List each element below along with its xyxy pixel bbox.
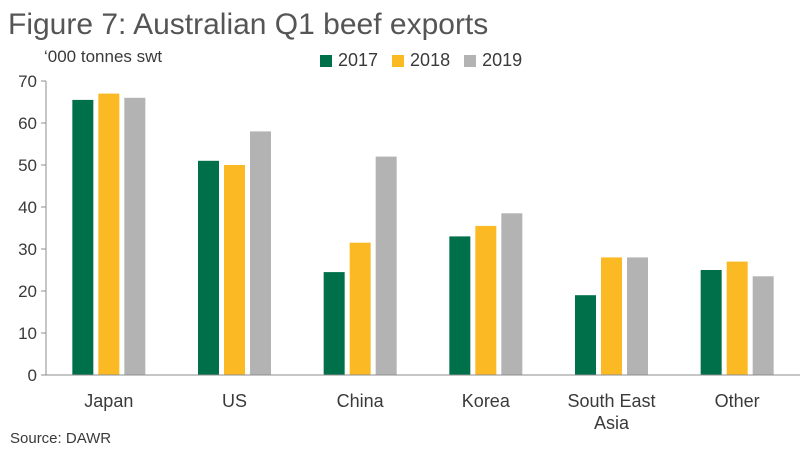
bar-2019-korea [501, 213, 523, 375]
bar-2018-other [726, 261, 748, 375]
legend-item-2019: 2019 [464, 50, 522, 71]
bar-2017-japan [72, 99, 94, 376]
legend: 2017 2018 2019 [320, 50, 522, 71]
bar-2017-us [198, 160, 219, 375]
bar-2019-south-east-asia [627, 257, 648, 375]
bar-2019-japan [124, 97, 146, 376]
x-tick-label: South East Asia [567, 391, 655, 433]
y-axis-label: ‘000 tonnes swt [44, 47, 163, 66]
chart-title: Figure 7: Australian Q1 beef exports [8, 8, 489, 41]
bar-2017-china [323, 272, 345, 375]
y-tick-label: 50 [18, 156, 37, 175]
legend-label-2018: 2018 [410, 50, 451, 70]
y-tick-label: 70 [18, 72, 37, 91]
y-tick-label: 30 [18, 240, 37, 259]
legend-swatch-2017 [320, 54, 332, 67]
legend-item-2018: 2018 [392, 50, 450, 71]
legend-label-2017: 2017 [338, 50, 379, 70]
y-tick-label: 10 [18, 324, 37, 343]
legend-swatch-2018 [392, 54, 405, 67]
bar-2018-china [349, 242, 371, 375]
bar-2017-korea [449, 236, 471, 375]
bar-2019-china [375, 156, 397, 375]
x-tick-label: Other [715, 391, 760, 411]
legend-label-2019: 2019 [482, 50, 523, 70]
y-tick-label: 40 [18, 198, 37, 217]
legend-item-2017: 2017 [320, 50, 378, 71]
x-tick-label: China [337, 391, 385, 411]
y-tick-label: 20 [18, 282, 37, 301]
bar-2017-other [700, 270, 722, 375]
bar-2017-south-east-asia [575, 295, 596, 375]
source-note: Source: DAWR [10, 430, 112, 447]
bar-2019-us [250, 131, 271, 375]
x-tick-label: Korea [462, 391, 511, 411]
bar-2018-south-east-asia [601, 257, 622, 375]
bar-2018-japan [98, 93, 120, 375]
bar-2018-korea [475, 225, 497, 375]
legend-swatch-2019 [464, 54, 477, 67]
bar-2019-other [752, 276, 774, 375]
bar-2018-us [224, 165, 245, 375]
x-tick-label: Japan [84, 391, 133, 411]
y-tick-label: 60 [18, 114, 37, 133]
x-tick-label: US [222, 391, 247, 411]
y-tick-label: 0 [28, 366, 37, 385]
